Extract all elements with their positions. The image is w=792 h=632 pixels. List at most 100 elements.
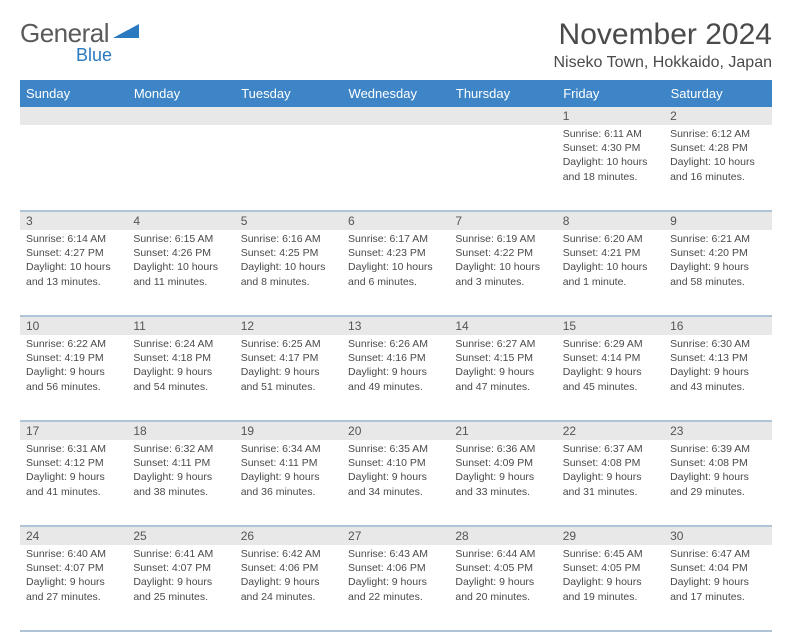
day-cell: Sunrise: 6:45 AMSunset: 4:05 PMDaylight:… — [557, 545, 664, 631]
day-number: 27 — [342, 526, 449, 545]
day-number: 8 — [557, 211, 664, 230]
day-number: 15 — [557, 316, 664, 335]
day-details: Sunrise: 6:32 AMSunset: 4:11 PMDaylight:… — [127, 440, 234, 503]
day-details: Sunrise: 6:41 AMSunset: 4:07 PMDaylight:… — [127, 545, 234, 608]
day-details: Sunrise: 6:21 AMSunset: 4:20 PMDaylight:… — [664, 230, 771, 293]
detail-row: Sunrise: 6:31 AMSunset: 4:12 PMDaylight:… — [20, 440, 772, 526]
day-number: 24 — [20, 526, 127, 545]
day-cell — [342, 125, 449, 211]
daynum-row: 24252627282930 — [20, 526, 772, 545]
day-cell — [235, 125, 342, 211]
day-details: Sunrise: 6:44 AMSunset: 4:05 PMDaylight:… — [449, 545, 556, 608]
day-cell: Sunrise: 6:26 AMSunset: 4:16 PMDaylight:… — [342, 335, 449, 421]
calendar-body: 12Sunrise: 6:11 AMSunset: 4:30 PMDayligh… — [20, 107, 772, 631]
day-details: Sunrise: 6:47 AMSunset: 4:04 PMDaylight:… — [664, 545, 771, 608]
day-cell: Sunrise: 6:16 AMSunset: 4:25 PMDaylight:… — [235, 230, 342, 316]
day-cell: Sunrise: 6:24 AMSunset: 4:18 PMDaylight:… — [127, 335, 234, 421]
calendar-head: SundayMondayTuesdayWednesdayThursdayFrid… — [20, 80, 772, 107]
header: General Blue November 2024 Niseko Town, … — [20, 18, 772, 72]
day-number: 20 — [342, 421, 449, 440]
day-number: 19 — [235, 421, 342, 440]
title-block: November 2024 Niseko Town, Hokkaido, Jap… — [554, 18, 773, 72]
day-details: Sunrise: 6:43 AMSunset: 4:06 PMDaylight:… — [342, 545, 449, 608]
day-number: 1 — [557, 107, 664, 125]
detail-row: Sunrise: 6:40 AMSunset: 4:07 PMDaylight:… — [20, 545, 772, 631]
day-number: 6 — [342, 211, 449, 230]
day-cell: Sunrise: 6:11 AMSunset: 4:30 PMDaylight:… — [557, 125, 664, 211]
day-number: 3 — [20, 211, 127, 230]
day-number: 11 — [127, 316, 234, 335]
detail-row: Sunrise: 6:11 AMSunset: 4:30 PMDaylight:… — [20, 125, 772, 211]
day-number: 9 — [664, 211, 771, 230]
day-details: Sunrise: 6:39 AMSunset: 4:08 PMDaylight:… — [664, 440, 771, 503]
weekday-header: Wednesday — [342, 80, 449, 107]
day-number — [20, 107, 127, 125]
day-details: Sunrise: 6:15 AMSunset: 4:26 PMDaylight:… — [127, 230, 234, 293]
day-details: Sunrise: 6:24 AMSunset: 4:18 PMDaylight:… — [127, 335, 234, 398]
logo: General Blue — [20, 18, 139, 66]
day-cell — [127, 125, 234, 211]
day-cell: Sunrise: 6:22 AMSunset: 4:19 PMDaylight:… — [20, 335, 127, 421]
day-details: Sunrise: 6:37 AMSunset: 4:08 PMDaylight:… — [557, 440, 664, 503]
day-details: Sunrise: 6:19 AMSunset: 4:22 PMDaylight:… — [449, 230, 556, 293]
day-cell: Sunrise: 6:36 AMSunset: 4:09 PMDaylight:… — [449, 440, 556, 526]
day-details: Sunrise: 6:27 AMSunset: 4:15 PMDaylight:… — [449, 335, 556, 398]
day-number: 26 — [235, 526, 342, 545]
day-details: Sunrise: 6:14 AMSunset: 4:27 PMDaylight:… — [20, 230, 127, 293]
day-details: Sunrise: 6:40 AMSunset: 4:07 PMDaylight:… — [20, 545, 127, 608]
day-number: 10 — [20, 316, 127, 335]
day-details: Sunrise: 6:35 AMSunset: 4:10 PMDaylight:… — [342, 440, 449, 503]
day-cell: Sunrise: 6:15 AMSunset: 4:26 PMDaylight:… — [127, 230, 234, 316]
triangle-icon — [113, 22, 139, 45]
day-cell: Sunrise: 6:39 AMSunset: 4:08 PMDaylight:… — [664, 440, 771, 526]
day-number: 23 — [664, 421, 771, 440]
day-number: 4 — [127, 211, 234, 230]
day-cell: Sunrise: 6:35 AMSunset: 4:10 PMDaylight:… — [342, 440, 449, 526]
day-details: Sunrise: 6:31 AMSunset: 4:12 PMDaylight:… — [20, 440, 127, 503]
day-number: 22 — [557, 421, 664, 440]
day-number: 30 — [664, 526, 771, 545]
daynum-row: 12 — [20, 107, 772, 125]
day-cell — [20, 125, 127, 211]
day-cell: Sunrise: 6:42 AMSunset: 4:06 PMDaylight:… — [235, 545, 342, 631]
month-title: November 2024 — [554, 18, 773, 52]
day-number: 7 — [449, 211, 556, 230]
day-details: Sunrise: 6:36 AMSunset: 4:09 PMDaylight:… — [449, 440, 556, 503]
day-details: Sunrise: 6:25 AMSunset: 4:17 PMDaylight:… — [235, 335, 342, 398]
day-details: Sunrise: 6:29 AMSunset: 4:14 PMDaylight:… — [557, 335, 664, 398]
day-details: Sunrise: 6:30 AMSunset: 4:13 PMDaylight:… — [664, 335, 771, 398]
day-cell: Sunrise: 6:40 AMSunset: 4:07 PMDaylight:… — [20, 545, 127, 631]
day-details: Sunrise: 6:20 AMSunset: 4:21 PMDaylight:… — [557, 230, 664, 293]
calendar-table: SundayMondayTuesdayWednesdayThursdayFrid… — [20, 80, 772, 632]
day-number: 5 — [235, 211, 342, 230]
detail-row: Sunrise: 6:22 AMSunset: 4:19 PMDaylight:… — [20, 335, 772, 421]
day-cell: Sunrise: 6:14 AMSunset: 4:27 PMDaylight:… — [20, 230, 127, 316]
day-details: Sunrise: 6:11 AMSunset: 4:30 PMDaylight:… — [557, 125, 664, 188]
day-cell: Sunrise: 6:27 AMSunset: 4:15 PMDaylight:… — [449, 335, 556, 421]
detail-row: Sunrise: 6:14 AMSunset: 4:27 PMDaylight:… — [20, 230, 772, 316]
day-cell: Sunrise: 6:44 AMSunset: 4:05 PMDaylight:… — [449, 545, 556, 631]
day-cell: Sunrise: 6:30 AMSunset: 4:13 PMDaylight:… — [664, 335, 771, 421]
weekday-header: Sunday — [20, 80, 127, 107]
daynum-row: 10111213141516 — [20, 316, 772, 335]
day-details: Sunrise: 6:45 AMSunset: 4:05 PMDaylight:… — [557, 545, 664, 608]
day-cell: Sunrise: 6:17 AMSunset: 4:23 PMDaylight:… — [342, 230, 449, 316]
day-details: Sunrise: 6:26 AMSunset: 4:16 PMDaylight:… — [342, 335, 449, 398]
day-details: Sunrise: 6:34 AMSunset: 4:11 PMDaylight:… — [235, 440, 342, 503]
day-number — [342, 107, 449, 125]
daynum-row: 17181920212223 — [20, 421, 772, 440]
day-cell: Sunrise: 6:32 AMSunset: 4:11 PMDaylight:… — [127, 440, 234, 526]
day-number: 21 — [449, 421, 556, 440]
day-number: 18 — [127, 421, 234, 440]
day-number: 29 — [557, 526, 664, 545]
weekday-header: Tuesday — [235, 80, 342, 107]
day-cell: Sunrise: 6:25 AMSunset: 4:17 PMDaylight:… — [235, 335, 342, 421]
day-number: 12 — [235, 316, 342, 335]
day-details: Sunrise: 6:17 AMSunset: 4:23 PMDaylight:… — [342, 230, 449, 293]
day-number — [127, 107, 234, 125]
day-cell: Sunrise: 6:37 AMSunset: 4:08 PMDaylight:… — [557, 440, 664, 526]
day-cell: Sunrise: 6:43 AMSunset: 4:06 PMDaylight:… — [342, 545, 449, 631]
day-cell: Sunrise: 6:47 AMSunset: 4:04 PMDaylight:… — [664, 545, 771, 631]
day-cell: Sunrise: 6:12 AMSunset: 4:28 PMDaylight:… — [664, 125, 771, 211]
day-details: Sunrise: 6:42 AMSunset: 4:06 PMDaylight:… — [235, 545, 342, 608]
